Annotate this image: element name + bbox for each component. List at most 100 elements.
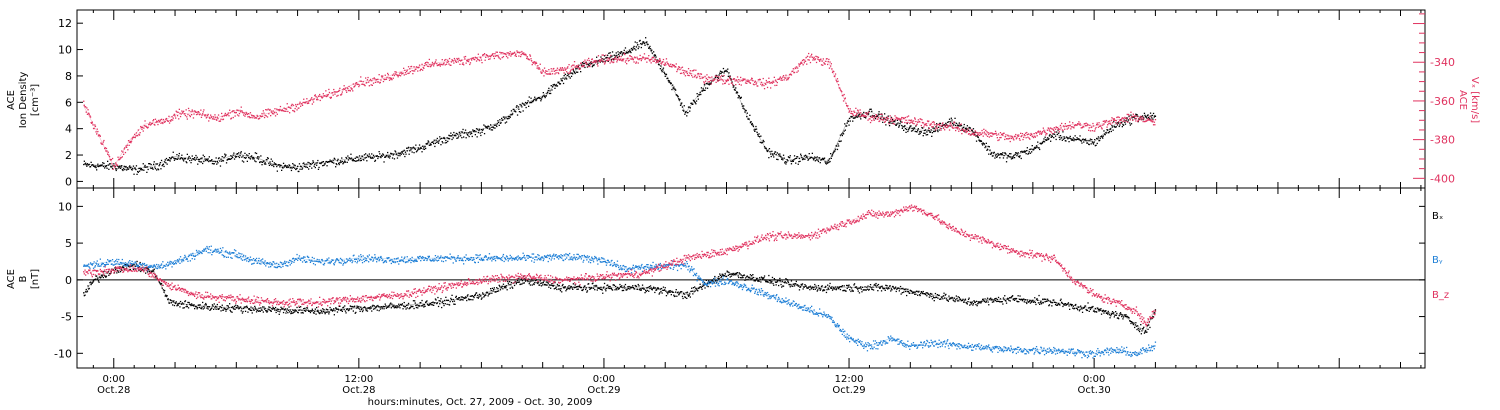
series-vx-point <box>495 51 497 53</box>
series-vx-point <box>146 127 149 129</box>
series-density-point <box>462 128 464 131</box>
series-density-point <box>622 52 625 54</box>
series-density-point <box>497 120 499 122</box>
series-density-point <box>176 158 179 160</box>
series-vx-point <box>513 51 516 53</box>
series-density-point <box>345 156 347 159</box>
series-bx-point <box>872 289 875 291</box>
series-density-point <box>941 125 943 127</box>
series-vx-point <box>140 125 142 128</box>
series-bx-point <box>709 282 712 284</box>
series-vx-point <box>106 150 108 152</box>
series-density-point <box>284 164 286 166</box>
series-bx-point <box>876 286 878 288</box>
series-density-point <box>1012 157 1014 160</box>
series-vx-point <box>808 52 810 55</box>
series-density-point <box>444 142 446 144</box>
series-vx-point <box>689 72 691 74</box>
series-density-point <box>765 148 767 150</box>
series-density-point <box>356 160 358 162</box>
series-vx-point <box>582 66 584 68</box>
series-bx-point <box>277 310 279 312</box>
series-vx-point <box>1070 126 1073 128</box>
series-vx-point <box>1138 119 1140 121</box>
series-vx-point <box>897 118 899 121</box>
series-density-point <box>757 133 759 136</box>
series-density-point <box>1030 148 1032 150</box>
series-density-point <box>227 158 229 161</box>
series-vx-point <box>366 79 369 81</box>
series-bx-point <box>261 309 263 311</box>
series-density-point <box>544 96 546 99</box>
series-vx-point <box>949 123 951 125</box>
series-vx-point <box>763 88 766 90</box>
series-bx-point <box>883 287 885 290</box>
series-density-point <box>239 154 241 157</box>
series-vx-point <box>531 60 533 62</box>
series-density-point <box>1020 151 1022 153</box>
series-bx-point <box>576 288 578 290</box>
top-left-tick-label: 8 <box>65 70 72 83</box>
series-bx-point <box>369 308 371 310</box>
series-vx-point <box>1098 122 1100 124</box>
series-vx-point <box>923 126 925 128</box>
series-bx-point <box>944 294 946 296</box>
series-density-point <box>363 159 365 161</box>
series-bx-point <box>592 287 595 289</box>
series-vx-point <box>876 114 878 117</box>
series-vx-point <box>431 61 434 64</box>
series-density-point <box>156 163 158 165</box>
series-density-point <box>1067 138 1069 140</box>
series-bx-point <box>601 289 603 291</box>
series-vx-point <box>388 77 390 79</box>
series-vx-point <box>1027 136 1029 138</box>
series-vx-point <box>159 120 161 122</box>
series-vx-point <box>92 124 94 126</box>
series-bx-point <box>228 307 230 309</box>
series-bx-point <box>207 308 209 310</box>
series-density-point <box>273 162 275 164</box>
series-density-point <box>814 156 816 158</box>
series-bx-point <box>212 305 214 307</box>
series-vx-point <box>738 83 740 85</box>
series-vx-point <box>951 126 953 128</box>
series-vx-point <box>330 97 332 99</box>
series-vx-point <box>1130 111 1132 113</box>
series-vx-point <box>299 101 301 103</box>
series-vx-point <box>925 123 927 125</box>
series-vx-point <box>521 50 523 53</box>
series-vx-point <box>175 117 177 119</box>
series-vx-point <box>683 71 685 74</box>
series-density-point <box>980 140 983 142</box>
series-bx-point <box>661 292 663 294</box>
series-vx-point <box>746 80 748 82</box>
series-vx-point <box>773 76 775 78</box>
series-bx-point <box>507 280 509 283</box>
series-vx-point <box>1091 126 1093 128</box>
series-vx-point <box>583 61 585 63</box>
series-vx-point <box>296 109 298 111</box>
series-density-point <box>775 153 777 156</box>
series-density-point <box>1086 142 1089 144</box>
series-vx-point <box>255 117 258 119</box>
series-density-point <box>543 95 546 97</box>
series-bx-point <box>644 292 646 294</box>
series-bx-point <box>248 308 250 310</box>
series-bx-point <box>623 285 625 287</box>
series-density-point <box>815 159 818 161</box>
series-vx-point <box>392 77 394 79</box>
series-density-point <box>873 115 875 117</box>
series-density-point <box>212 160 214 162</box>
series-bx-point <box>641 287 643 290</box>
series-vx-point <box>428 65 430 68</box>
series-vx-point <box>1019 139 1021 141</box>
top-left-tick-label: 4 <box>65 123 72 136</box>
series-bx-point <box>116 272 118 274</box>
series-density-point <box>1110 130 1112 133</box>
series-bx-point <box>412 305 414 308</box>
series-density-point <box>704 89 706 91</box>
series-density-point <box>783 157 785 159</box>
series-density-point <box>981 143 983 145</box>
series-density-point <box>410 149 412 151</box>
series-vx-point <box>361 83 364 85</box>
